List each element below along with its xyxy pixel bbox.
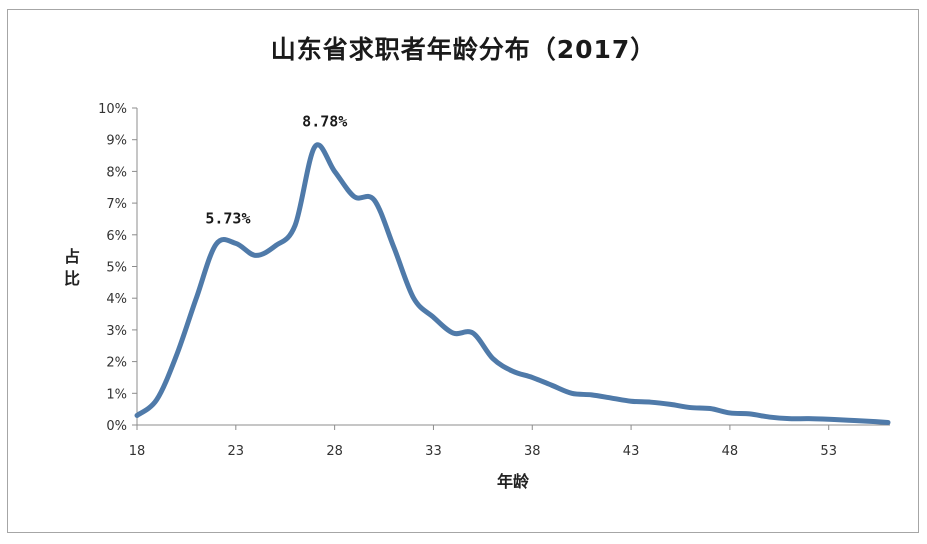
y-tick-label: 7% [106,197,127,212]
y-tick-label: 8% [106,165,127,180]
y-axis-title-char-2: 比 [64,269,80,288]
y-tick-label: 6% [106,229,127,244]
y-axis-title-char-1: 占 [64,247,80,266]
series-group [134,142,891,425]
data-labels: 5.73% 8.78% [205,113,347,228]
x-tick-label: 43 [623,444,640,459]
y-tick-label: 10% [98,102,127,117]
y-tick-label: 5% [106,261,127,276]
x-axis-title: 年龄 [497,472,530,491]
axes [132,107,890,430]
y-tick-label: 1% [106,387,127,402]
x-tick-label: 23 [228,444,245,459]
x-tick-label: 38 [524,444,541,459]
y-tick-label: 3% [106,324,127,339]
y-tick-label: 4% [106,292,127,307]
x-tick-label: 33 [425,444,442,459]
x-tick-label: 18 [129,444,146,459]
y-tick-label: 0% [106,419,127,434]
x-tick-labels: 18 23 28 33 38 43 48 53 [129,444,837,459]
chart-title: 山东省求职者年龄分布（2017） [270,35,657,64]
x-tick-label: 28 [326,444,343,459]
chart-frame [7,9,919,533]
y-tick-label: 2% [106,356,127,371]
x-tick-label: 53 [820,444,837,459]
y-tick-label: 9% [106,134,127,149]
x-tick-label: 48 [722,444,739,459]
series-line [134,142,891,425]
data-label: 5.73% [205,209,250,227]
y-tick-labels: 0% 1% 2% 3% 4% 5% 6% 7% 8% 9% 10% [98,102,127,434]
data-label: 8.78% [302,113,347,131]
y-axis-title: 占 比 [64,247,80,288]
